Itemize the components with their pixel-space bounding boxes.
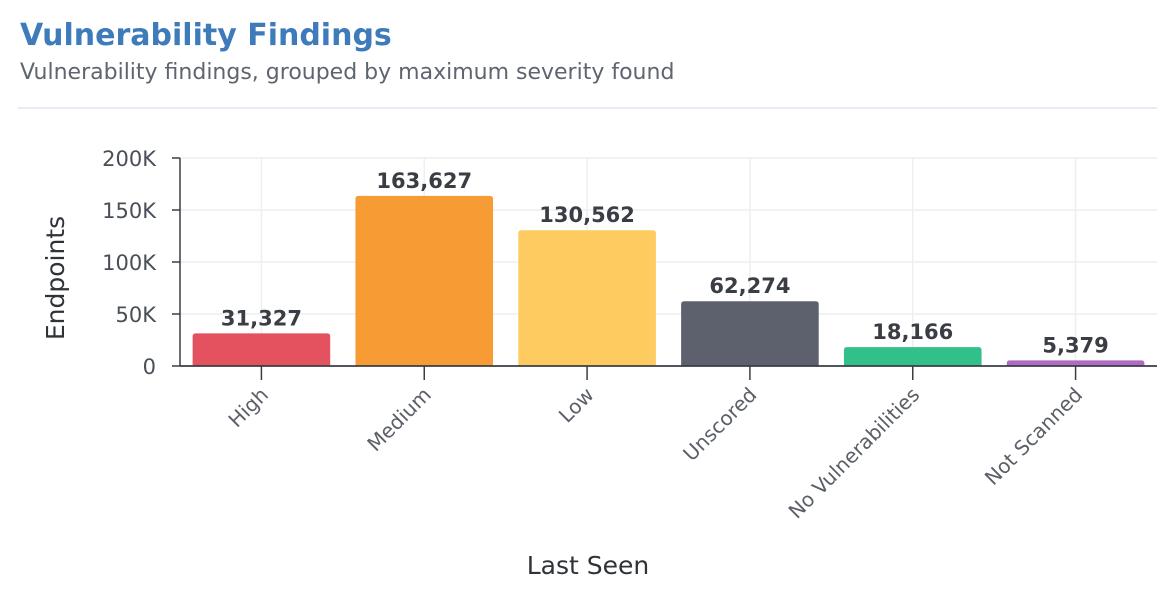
bar-low[interactable] [518,230,656,366]
panel-title: Vulnerability Findings [20,18,392,53]
data-label: 5,379 [1042,333,1108,357]
category-label: Medium [362,383,436,457]
bar-high[interactable] [192,333,331,366]
data-label: 130,562 [539,203,635,227]
bar-no-vulnerabilities[interactable] [843,347,982,366]
data-label: 31,327 [221,306,302,330]
header-divider [18,107,1157,109]
y-tick-label: 150K [102,199,157,223]
bar-unscored[interactable] [681,301,819,366]
data-label: 18,166 [872,320,953,344]
bar-not-scanned[interactable] [1006,360,1145,366]
y-tick-label: 0 [143,355,156,379]
y-tick-label: 200K [102,147,157,171]
panel-subtitle: Vulnerability findings, grouped by maxim… [20,60,675,85]
bars [192,195,1145,366]
y-axis-title: Endpoints [41,216,70,340]
category-label: No Vulnerabilities [784,383,925,524]
axes [172,157,1157,380]
category-label: Unscored [678,383,761,466]
category-label: Not Scanned [980,383,1087,490]
data-label: 62,274 [709,274,790,298]
category-label: High [223,383,272,432]
category-label: Low [554,383,599,428]
y-tick-label: 50K [116,303,158,327]
data-label: 163,627 [376,169,472,193]
y-tick-label: 100K [102,251,157,275]
panel-header: Vulnerability Findings Vulnerability fin… [20,14,1156,88]
bar-medium[interactable] [355,195,494,366]
x-axis-title: Last Seen [527,551,650,580]
